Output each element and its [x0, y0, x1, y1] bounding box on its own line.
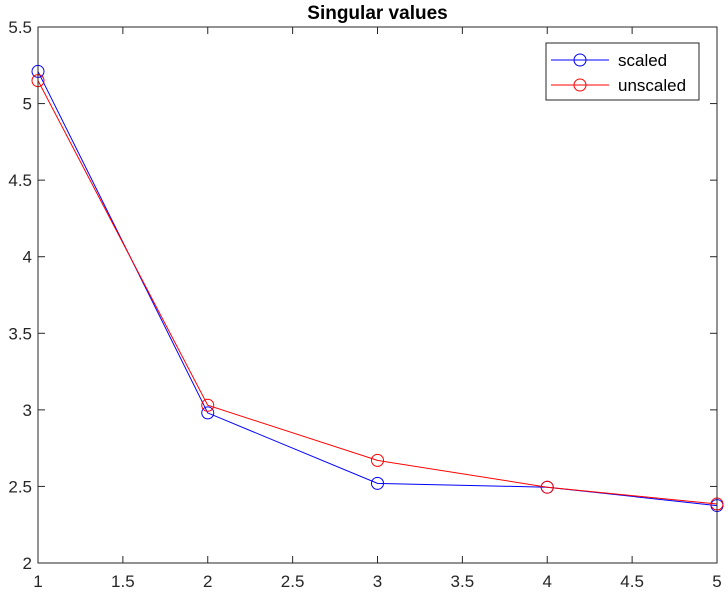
x-tick-label: 2.5: [281, 572, 305, 591]
series-line-scaled: [37, 71, 718, 507]
data-point-unscaled: [540, 480, 554, 494]
y-tick-label: 3: [23, 401, 32, 420]
x-tick-label: 2: [203, 572, 212, 591]
y-tick-label: 2.5: [8, 477, 32, 496]
plot-area: [31, 64, 724, 513]
y-tick-label: 4.5: [8, 171, 32, 190]
data-point-unscaled: [371, 453, 384, 467]
legend-label-unscaled: unscaled: [618, 76, 686, 95]
legend: scaled unscaled: [545, 42, 700, 101]
x-tick-label: 5: [712, 572, 721, 591]
y-tick-label: 5.5: [8, 18, 32, 37]
y-tick-label: 4: [23, 248, 32, 267]
x-tick-label: 3: [373, 572, 382, 591]
x-tick-label: 3.5: [451, 572, 475, 591]
legend-marker-unscaled: [573, 78, 587, 92]
data-point-scaled: [371, 476, 384, 490]
y-tick-label: 5: [23, 95, 32, 114]
chart-title: Singular values: [307, 3, 447, 24]
x-tick-label: 4.5: [620, 572, 644, 591]
legend-box: [545, 42, 700, 101]
x-tick-label: 1: [33, 572, 42, 591]
x-tick-label: 1.5: [111, 572, 135, 591]
axis-ticks: 1 1.5 2 2.5 3 3.5 4 4.5 5 2 2.5 3 3.5 4 4.5 5 5.5: [8, 18, 721, 591]
y-tick-label: 3.5: [8, 324, 32, 343]
y-tick-label: 2: [23, 554, 32, 573]
axes-frame: [37, 26, 718, 564]
legend-marker-scaled: [573, 53, 587, 67]
series-line-unscaled: [37, 80, 718, 505]
data-point-unscaled: [201, 398, 215, 412]
x-tick-label: 4: [543, 572, 552, 591]
legend-label-scaled: scaled: [618, 51, 667, 70]
data-point-scaled: [201, 406, 215, 420]
